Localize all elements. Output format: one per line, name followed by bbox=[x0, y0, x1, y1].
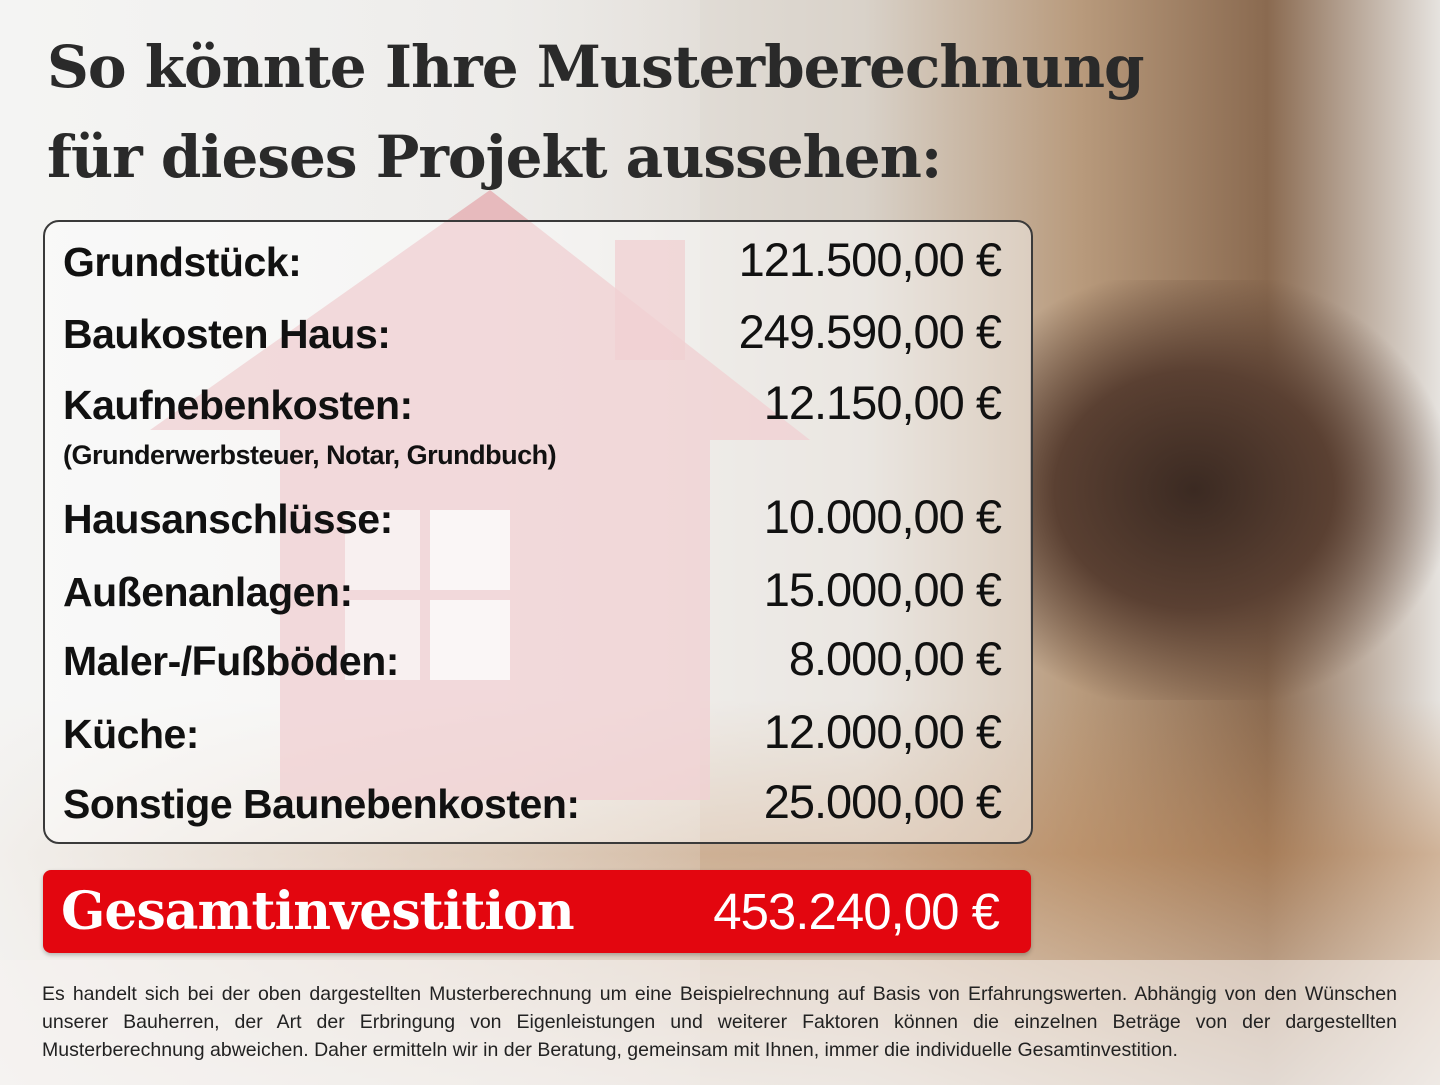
total-label: Gesamtinvestition bbox=[61, 881, 575, 942]
cost-row-kueche: Küche: 12.000,00 € bbox=[63, 705, 1002, 758]
cost-row-sonstige: Sonstige Baunebenkosten: 25.000,00 € bbox=[63, 775, 1002, 828]
cost-row-baukosten: Baukosten Haus: 249.590,00 € bbox=[63, 305, 1002, 358]
page-title: So könnte Ihre Musterberechnung für diese… bbox=[47, 33, 1145, 191]
total-value: 453.240,00 € bbox=[713, 883, 1000, 940]
cost-row-maler: Maler-/Fußböden: 8.000,00 € bbox=[63, 632, 1002, 685]
cost-row-grundstueck: Grundstück: 121.500,00 € bbox=[63, 233, 1002, 286]
cost-table: Grundstück: 121.500,00 € Baukosten Haus: 2… bbox=[43, 220, 1033, 844]
cost-row-hausanschluesse: Hausanschlüsse: 10.000,00 € bbox=[63, 490, 1002, 543]
cost-row-kaufnebenkosten: Kaufnebenkosten: 12.150,00 € bbox=[63, 376, 1002, 429]
total-banner: Gesamtinvestition 453.240,00 € bbox=[43, 870, 1031, 953]
kaufnebenkosten-note: (Grunderwerbsteuer, Notar, Grundbuch) bbox=[63, 440, 557, 470]
disclaimer-text: Es handelt sich bei der oben dargestellt… bbox=[42, 983, 1397, 1061]
cost-row-aussenanlagen: Außenanlagen: 15.000,00 € bbox=[63, 563, 1002, 616]
house-illustration bbox=[150, 190, 810, 800]
